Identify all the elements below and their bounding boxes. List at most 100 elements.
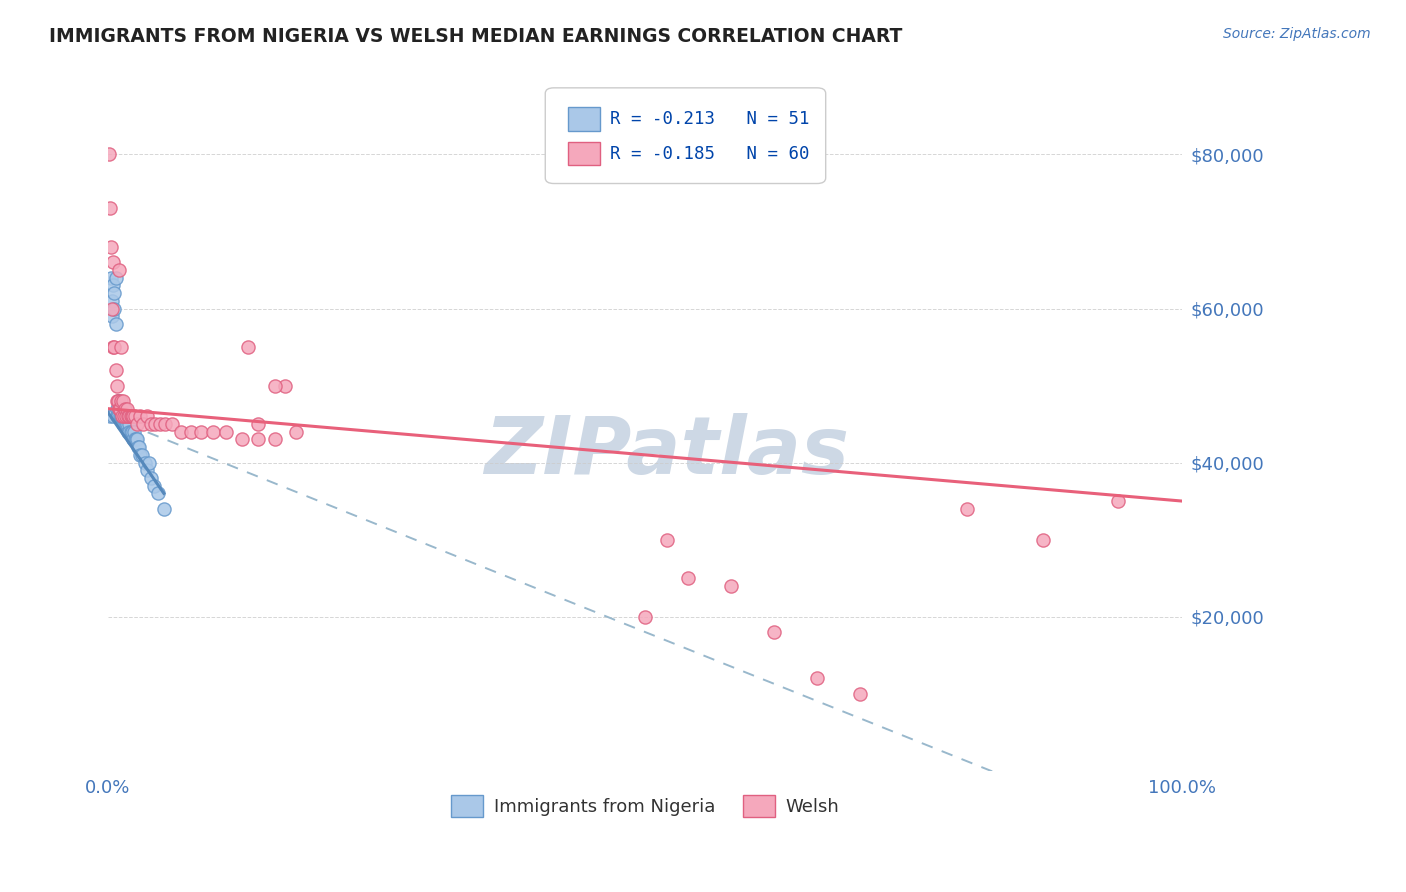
- Point: [101, 293, 124, 308]
- Point: [120, 425, 142, 439]
- Point: [110, 401, 132, 416]
- Point: [117, 401, 139, 416]
- Point: [100, 270, 122, 285]
- Point: [101, 301, 124, 316]
- Point: [103, 340, 125, 354]
- Text: ZIPatlas: ZIPatlas: [484, 413, 849, 491]
- Point: [103, 409, 125, 424]
- Point: [118, 417, 141, 431]
- Point: [112, 394, 135, 409]
- Point: [236, 340, 259, 354]
- Point: [112, 417, 135, 431]
- Point: [263, 378, 285, 392]
- Point: [1032, 533, 1054, 547]
- Point: [134, 456, 156, 470]
- Point: [148, 486, 170, 500]
- Text: R = -0.185   N = 60: R = -0.185 N = 60: [610, 145, 810, 162]
- Point: [121, 409, 143, 424]
- Point: [107, 401, 129, 416]
- Point: [148, 417, 170, 431]
- Point: [110, 409, 132, 424]
- Point: [111, 401, 134, 416]
- Point: [129, 448, 152, 462]
- Point: [110, 340, 132, 354]
- Point: [763, 625, 786, 640]
- Point: [112, 409, 135, 424]
- Point: [655, 533, 678, 547]
- Point: [108, 401, 131, 416]
- Point: [105, 378, 128, 392]
- Point: [143, 417, 166, 431]
- Point: [127, 440, 149, 454]
- FancyBboxPatch shape: [568, 142, 600, 166]
- Point: [105, 394, 128, 409]
- Point: [118, 425, 141, 439]
- Point: [107, 394, 129, 409]
- Point: [143, 478, 166, 492]
- Point: [107, 394, 129, 409]
- Point: [274, 378, 297, 392]
- Point: [103, 340, 125, 354]
- Point: [153, 501, 176, 516]
- Text: Source: ZipAtlas.com: Source: ZipAtlas.com: [1223, 27, 1371, 41]
- Point: [115, 409, 138, 424]
- Point: [108, 401, 131, 416]
- Point: [121, 409, 143, 424]
- Point: [634, 609, 657, 624]
- Text: R = -0.213   N = 51: R = -0.213 N = 51: [610, 110, 810, 128]
- Y-axis label: Median Earnings: Median Earnings: [0, 360, 7, 488]
- Point: [806, 671, 828, 685]
- Point: [98, 147, 121, 161]
- Point: [120, 409, 142, 424]
- Point: [105, 409, 128, 424]
- FancyBboxPatch shape: [568, 107, 600, 131]
- Point: [111, 409, 134, 424]
- Point: [285, 425, 308, 439]
- Point: [117, 417, 139, 431]
- Point: [153, 417, 176, 431]
- Point: [114, 417, 136, 431]
- Point: [124, 433, 146, 447]
- Point: [111, 409, 134, 424]
- Point: [108, 409, 131, 424]
- Point: [135, 463, 157, 477]
- Point: [132, 417, 155, 431]
- Point: [215, 425, 238, 439]
- Point: [103, 286, 125, 301]
- Point: [125, 433, 148, 447]
- Point: [190, 425, 212, 439]
- Point: [107, 263, 129, 277]
- Point: [117, 425, 139, 439]
- Point: [110, 394, 132, 409]
- Point: [180, 425, 202, 439]
- Point: [104, 363, 127, 377]
- Point: [117, 409, 139, 424]
- Point: [112, 417, 135, 431]
- FancyBboxPatch shape: [546, 87, 825, 184]
- Point: [124, 409, 146, 424]
- Point: [231, 433, 253, 447]
- Point: [122, 425, 145, 439]
- Point: [162, 417, 184, 431]
- Point: [131, 448, 153, 462]
- Point: [138, 456, 160, 470]
- Point: [247, 417, 270, 431]
- Point: [104, 270, 127, 285]
- Point: [112, 409, 135, 424]
- Point: [103, 255, 125, 269]
- Point: [104, 317, 127, 331]
- Point: [720, 579, 742, 593]
- Point: [107, 401, 129, 416]
- Point: [129, 409, 152, 424]
- Point: [849, 687, 872, 701]
- Point: [247, 433, 270, 447]
- Point: [128, 440, 150, 454]
- Point: [105, 401, 128, 416]
- Point: [103, 301, 125, 316]
- Point: [170, 425, 193, 439]
- Point: [956, 501, 979, 516]
- Point: [1107, 494, 1129, 508]
- Point: [118, 409, 141, 424]
- Point: [202, 425, 225, 439]
- Point: [121, 425, 143, 439]
